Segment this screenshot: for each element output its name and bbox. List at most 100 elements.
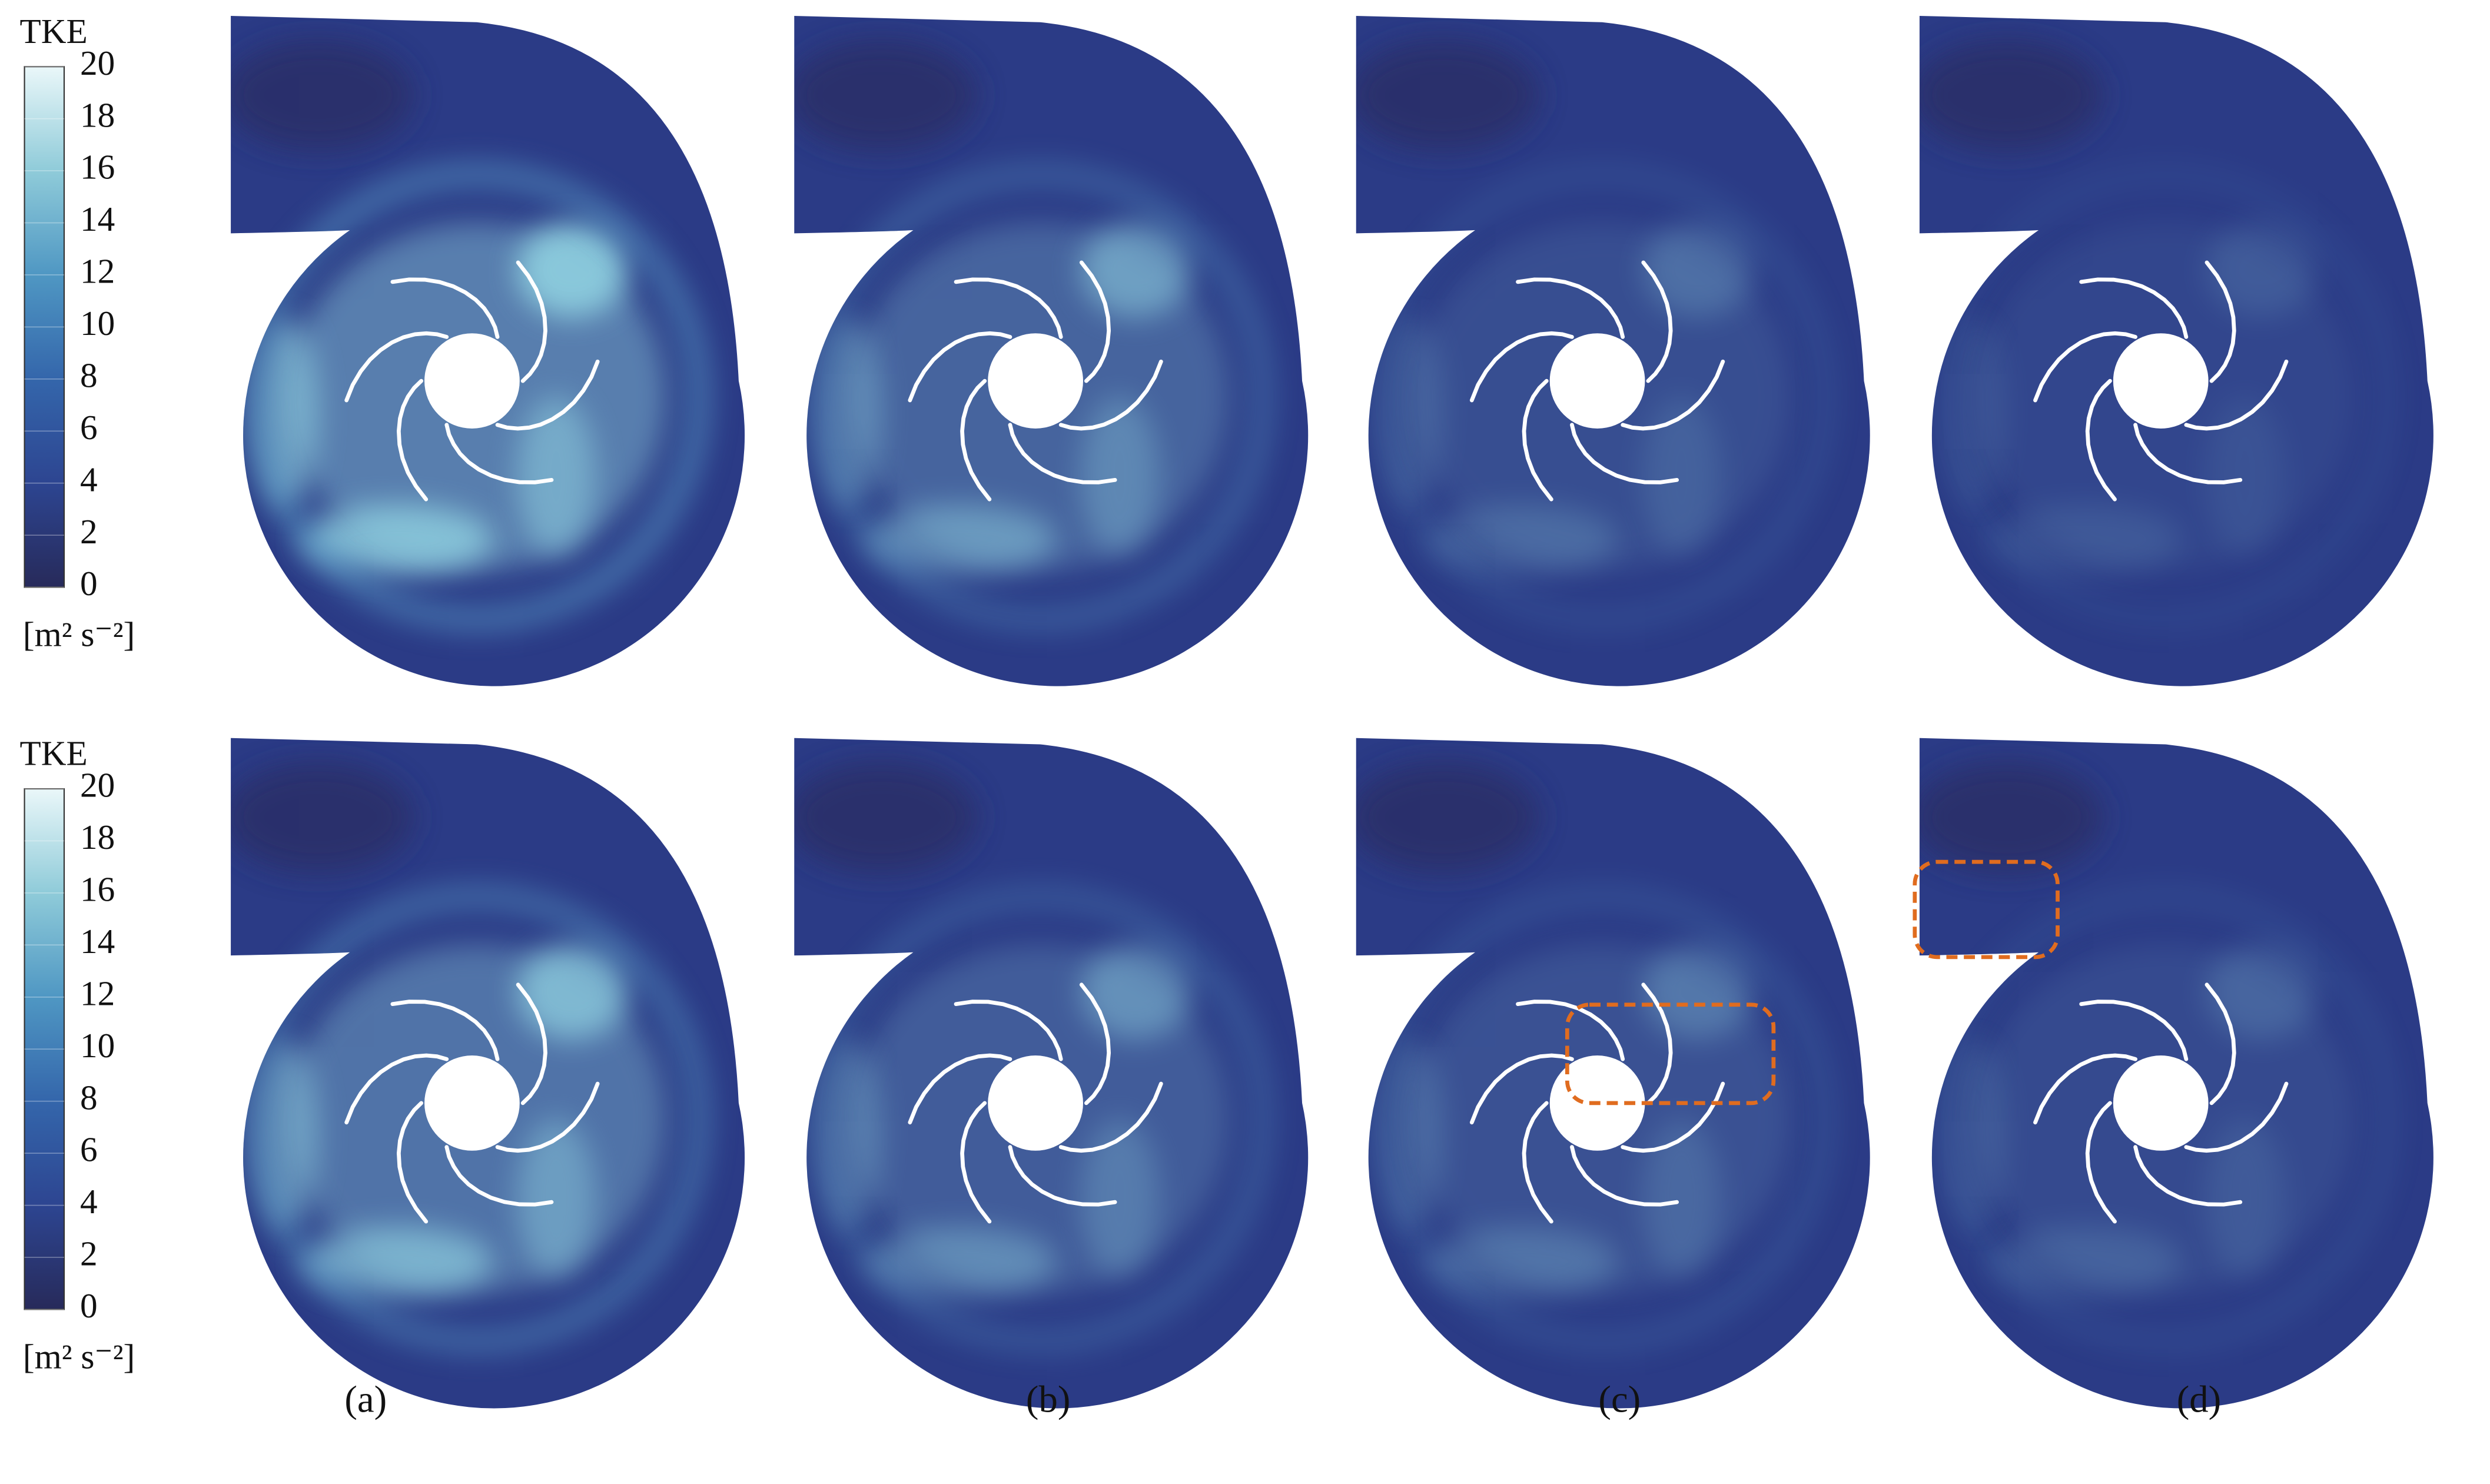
impeller-blade (960, 1101, 992, 1224)
impeller-blade (1621, 359, 1725, 431)
impeller-blade (516, 260, 547, 383)
flow-shade (1919, 39, 2102, 151)
impeller-blade (344, 331, 449, 403)
colorbar-tick-label: 8 (80, 356, 98, 394)
flow-highlight (302, 504, 493, 575)
panel-label: (b) (1026, 1377, 1070, 1420)
impeller-blade (1008, 1145, 1117, 1207)
flow-field (231, 39, 711, 630)
flow-highlight (2205, 944, 2316, 1040)
colorbar-tick-label: 4 (80, 1182, 98, 1221)
flow-highlight (1080, 222, 1191, 318)
highlight-box (1913, 859, 2060, 960)
flow-shade (1356, 762, 1539, 873)
impeller-blade (1469, 331, 1574, 403)
impeller-blade (495, 359, 600, 431)
impeller-blade (954, 277, 1063, 339)
impeller-blade (1058, 359, 1163, 431)
impeller-blade (2133, 1145, 2243, 1207)
colorbar-tick-label: 20 (80, 766, 115, 805)
colorbar-tick-label: 12 (80, 252, 115, 291)
flow-highlight (1991, 1227, 2182, 1297)
panel-labels: (a) (b) (c) (d) (344, 1377, 2221, 1420)
flow-shade (794, 39, 977, 151)
volute-panel (1919, 15, 2433, 686)
flow-highlight (516, 944, 628, 1040)
flow-highlight (1080, 1118, 1160, 1278)
impeller-blade (396, 1101, 429, 1224)
flow-highlight (516, 397, 596, 556)
colorbar-tick-label: 8 (80, 1078, 98, 1117)
impeller-blade (1641, 260, 1673, 383)
flow-shade (231, 39, 414, 151)
impeller-blade (1522, 379, 1553, 502)
flow-highlight (1080, 397, 1160, 556)
impeller-blade (495, 1081, 600, 1153)
impeller-blade (1058, 1081, 1163, 1153)
impeller-blade (1570, 423, 1679, 484)
flow-highlight (516, 1118, 596, 1278)
panel-label: (a) (344, 1377, 387, 1420)
flow-highlight (865, 1227, 1057, 1297)
flow-highlight (2205, 222, 2316, 318)
impeller-blade (390, 1000, 500, 1061)
impeller-blade (516, 982, 547, 1105)
flow-shade (231, 762, 414, 873)
impeller-blade (1522, 1101, 1553, 1224)
impeller-blade (444, 423, 554, 484)
flow-ring (1369, 163, 1836, 630)
colorbar-tick-label: 2 (80, 1234, 98, 1273)
impeller-blade (954, 1000, 1063, 1061)
impeller-blade (2085, 1101, 2117, 1224)
impeller-blade (1641, 982, 1673, 1105)
flow-field (1919, 762, 2399, 1353)
impeller-blade (2133, 423, 2243, 484)
flow-ring (243, 885, 711, 1353)
impeller-hub (988, 333, 1083, 429)
impeller-blade (2033, 1053, 2137, 1125)
colorbar-title: TKE (19, 12, 87, 51)
volute-panel (231, 15, 745, 686)
colorbars: TKE 0 2 4 6 8 10 12 14 16 18 20 [m² s⁻²] TKE 0 2 4 6 8 10 12… (19, 12, 135, 1376)
flow-ring (1932, 885, 2399, 1353)
colorbar-tick-label: 0 (80, 1286, 98, 1325)
impeller-blade (390, 277, 500, 339)
flow-ring (1369, 885, 1836, 1353)
flow-highlight (2205, 1118, 2285, 1278)
colorbar-tick-label: 10 (80, 304, 115, 343)
flow-shade (1919, 762, 2102, 873)
flow-highlight (1642, 944, 1753, 1040)
impeller-blade (396, 379, 429, 502)
colorbar-tick-label: 14 (80, 200, 115, 238)
impeller-blade (908, 331, 1012, 403)
impeller-blade (908, 1053, 1012, 1125)
impeller-blade (444, 1145, 554, 1207)
impeller-blade (344, 1053, 449, 1125)
colorbar-tick-label: 14 (80, 922, 115, 961)
impeller-blade (1516, 1000, 1625, 1061)
volute-panel (231, 738, 745, 1409)
flow-highlight (1642, 222, 1753, 318)
impeller-blade (1079, 982, 1111, 1105)
flow-highlight (1642, 1118, 1721, 1278)
impeller-blade (2079, 277, 2189, 339)
impeller-blade (2033, 331, 2137, 403)
colorbar-tick-label: 16 (80, 870, 115, 909)
impeller-blade (2205, 982, 2236, 1105)
impeller-blade (2079, 1000, 2189, 1061)
colorbar-tick-label: 12 (80, 974, 115, 1012)
impeller-hub (424, 333, 520, 429)
colorbar-tick-label: 16 (80, 148, 115, 187)
panel-label: (d) (2177, 1377, 2221, 1420)
flow-field (794, 39, 1274, 630)
impeller-blade (2205, 260, 2236, 383)
flow-highlight (302, 1227, 493, 1297)
colorbar-tick-label: 2 (80, 512, 98, 551)
flow-highlight (2205, 397, 2285, 556)
flow-highlight (516, 222, 628, 318)
flow-highlight (1991, 504, 2182, 575)
flow-ring (806, 885, 1274, 1353)
colorbar-tick-label: 6 (80, 1130, 98, 1169)
flow-shade (794, 762, 977, 873)
colorbar-tick-label: 18 (80, 818, 115, 856)
